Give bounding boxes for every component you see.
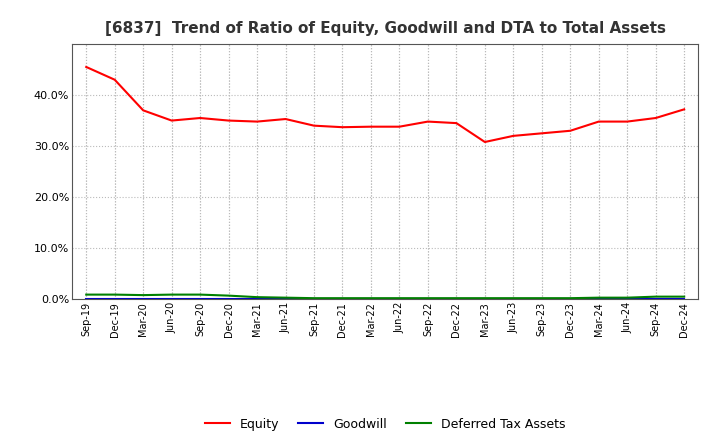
Goodwill <box>395 297 404 302</box>
Equity <box>566 128 575 133</box>
Goodwill <box>225 297 233 302</box>
Goodwill <box>452 297 461 302</box>
Equity <box>225 118 233 123</box>
Equity <box>395 124 404 129</box>
Goodwill <box>366 297 375 302</box>
Equity <box>82 64 91 70</box>
Deferred Tax Assets <box>452 296 461 301</box>
Deferred Tax Assets <box>623 295 631 301</box>
Deferred Tax Assets <box>423 296 432 301</box>
Equity <box>423 119 432 124</box>
Equity <box>196 115 204 121</box>
Equity <box>338 125 347 130</box>
Goodwill <box>480 297 489 302</box>
Goodwill <box>423 297 432 302</box>
Equity <box>623 119 631 124</box>
Equity <box>253 119 261 124</box>
Deferred Tax Assets <box>652 294 660 299</box>
Equity <box>652 115 660 121</box>
Deferred Tax Assets <box>282 295 290 301</box>
Equity <box>509 133 518 139</box>
Goodwill <box>282 297 290 302</box>
Deferred Tax Assets <box>566 296 575 301</box>
Deferred Tax Assets <box>139 293 148 298</box>
Goodwill <box>595 297 603 302</box>
Deferred Tax Assets <box>82 292 91 297</box>
Equity <box>139 108 148 113</box>
Deferred Tax Assets <box>480 296 489 301</box>
Line: Deferred Tax Assets: Deferred Tax Assets <box>86 295 684 298</box>
Equity <box>537 131 546 136</box>
Goodwill <box>338 297 347 302</box>
Equity <box>480 139 489 145</box>
Equity <box>366 124 375 129</box>
Deferred Tax Assets <box>395 296 404 301</box>
Deferred Tax Assets <box>196 292 204 297</box>
Deferred Tax Assets <box>338 296 347 301</box>
Deferred Tax Assets <box>509 296 518 301</box>
Deferred Tax Assets <box>110 292 119 297</box>
Goodwill <box>623 297 631 302</box>
Deferred Tax Assets <box>167 292 176 297</box>
Goodwill <box>110 297 119 302</box>
Deferred Tax Assets <box>366 296 375 301</box>
Deferred Tax Assets <box>680 294 688 299</box>
Title: [6837]  Trend of Ratio of Equity, Goodwill and DTA to Total Assets: [6837] Trend of Ratio of Equity, Goodwil… <box>104 21 666 36</box>
Deferred Tax Assets <box>225 293 233 298</box>
Legend: Equity, Goodwill, Deferred Tax Assets: Equity, Goodwill, Deferred Tax Assets <box>200 413 570 436</box>
Goodwill <box>509 297 518 302</box>
Equity <box>595 119 603 124</box>
Line: Equity: Equity <box>86 67 684 142</box>
Equity <box>110 77 119 82</box>
Goodwill <box>310 297 318 302</box>
Goodwill <box>566 297 575 302</box>
Goodwill <box>82 297 91 302</box>
Deferred Tax Assets <box>253 294 261 300</box>
Goodwill <box>680 297 688 302</box>
Goodwill <box>167 297 176 302</box>
Goodwill <box>537 297 546 302</box>
Equity <box>282 117 290 122</box>
Goodwill <box>652 297 660 302</box>
Deferred Tax Assets <box>310 296 318 301</box>
Goodwill <box>253 297 261 302</box>
Deferred Tax Assets <box>537 296 546 301</box>
Equity <box>167 118 176 123</box>
Deferred Tax Assets <box>595 295 603 301</box>
Goodwill <box>139 297 148 302</box>
Equity <box>452 121 461 126</box>
Equity <box>680 106 688 112</box>
Equity <box>310 123 318 128</box>
Goodwill <box>196 297 204 302</box>
